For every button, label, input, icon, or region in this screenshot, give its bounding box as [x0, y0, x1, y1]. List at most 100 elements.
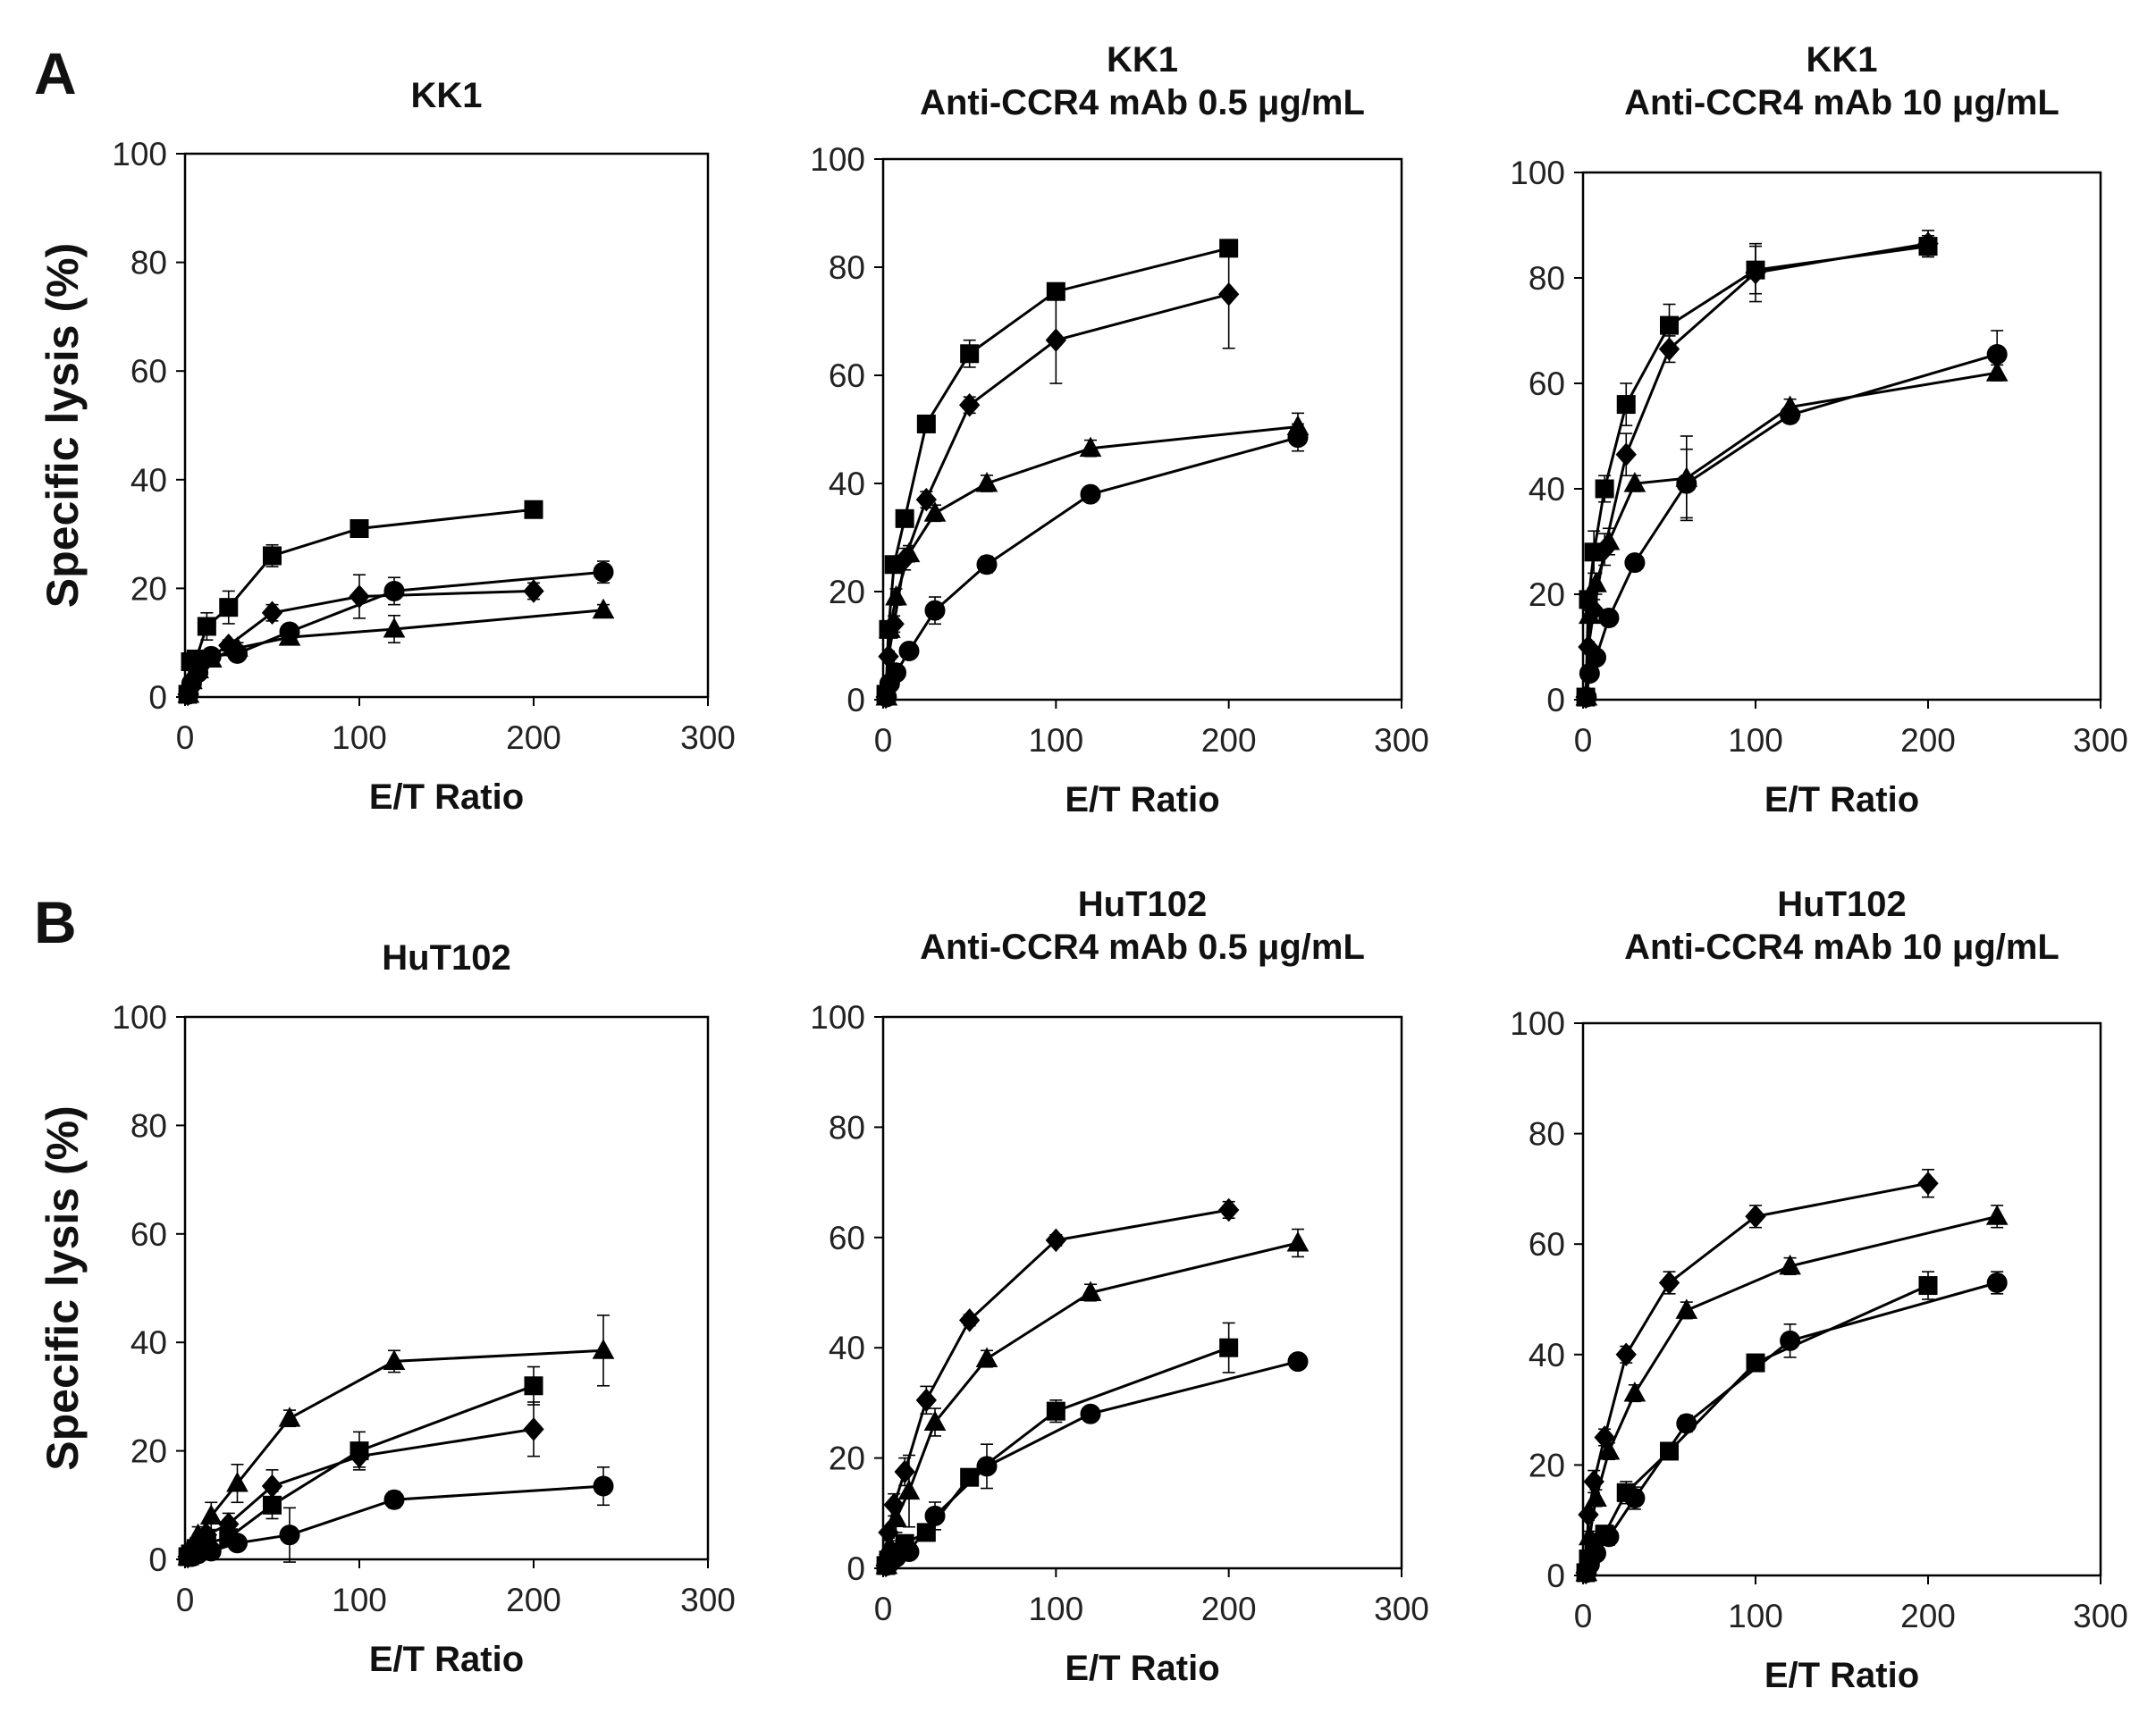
data-point-circle [976, 554, 998, 575]
series-line-triangle [885, 425, 1299, 698]
y-tick-label: 80 [131, 1107, 167, 1144]
y-tick-label: 0 [846, 1550, 865, 1587]
series-circle [178, 560, 614, 705]
y-tick-label: 100 [1510, 155, 1565, 191]
data-point-square [916, 1523, 936, 1542]
plot-frame [881, 1015, 1403, 1570]
plot-frame [1581, 171, 2102, 701]
series-triangle [1575, 1205, 2009, 1582]
data-point-diamond [1615, 1342, 1637, 1367]
y-tick-label: 40 [1529, 1337, 1565, 1373]
x-axis-label: E/T Ratio [369, 1640, 524, 1679]
y-tick-label: 80 [1529, 1116, 1565, 1153]
x-tick-label: 300 [1374, 722, 1429, 759]
chart-title: KK1 [1107, 40, 1178, 80]
data-point-triangle [1286, 1231, 1310, 1252]
data-point-square [960, 344, 980, 364]
y-tick-label: 60 [131, 353, 167, 390]
y-tick-label: 0 [846, 682, 865, 718]
data-point-triangle [187, 1523, 209, 1544]
data-point-circle [1287, 427, 1309, 449]
x-tick-label: 100 [332, 1582, 387, 1618]
chart-title: HuT102 [382, 938, 511, 978]
chart-title: Anti-CCR4 mAb 10 μg/mL [1624, 928, 2059, 967]
data-point-circle [924, 1505, 946, 1526]
data-point-circle [924, 600, 946, 621]
y-tick-label: 100 [1510, 1005, 1565, 1042]
data-point-triangle [923, 501, 947, 522]
data-point-diamond [261, 1474, 283, 1499]
data-point-circle [1624, 552, 1646, 574]
data-point-circle [383, 1489, 405, 1510]
y-tick-label: 80 [1529, 260, 1565, 297]
data-point-triangle [1597, 1439, 1621, 1460]
data-point-circle [976, 1456, 998, 1477]
series-line-square [1584, 1284, 1929, 1574]
panel-label-b: B [34, 889, 77, 955]
data-point-triangle [975, 1347, 998, 1368]
y-axis-label: Specific lysis (%) [38, 1105, 88, 1471]
data-point-circle [1986, 344, 2008, 365]
data-point-triangle [1623, 472, 1646, 492]
series-line-square [1584, 245, 1929, 698]
series-line-circle [1585, 1281, 1998, 1574]
chart-title: Anti-CCR4 mAb 10 μg/mL [1624, 83, 2059, 122]
data-point-circle [1986, 1272, 2008, 1293]
data-point-circle [886, 662, 906, 684]
y-tick-label: 100 [112, 136, 167, 172]
x-tick-label: 100 [1728, 722, 1783, 759]
data-point-triangle [897, 1479, 921, 1500]
data-point-square [1616, 395, 1636, 415]
series-triangle [875, 1228, 1310, 1575]
y-tick-label: 80 [829, 249, 865, 286]
data-point-square [916, 414, 936, 433]
data-point-diamond [1917, 231, 1939, 256]
series-circle [1576, 1271, 2008, 1583]
data-point-circle [279, 621, 300, 643]
y-tick-label: 100 [810, 141, 865, 178]
data-point-triangle [1585, 1486, 1607, 1507]
chart-1: KK1 0 20 40 60 80 100 0 100 200 300 E/T Ratio Specif… [38, 76, 736, 817]
data-point-square [1595, 479, 1614, 499]
plot-frame [1581, 1021, 2102, 1577]
y-tick-label: 20 [131, 1433, 167, 1470]
data-point-circle [1576, 686, 1597, 708]
data-point-circle [1676, 473, 1697, 494]
data-point-square [1046, 1401, 1065, 1421]
data-point-circle [383, 580, 405, 601]
y-tick-label: 80 [131, 245, 167, 281]
data-point-triangle [885, 1507, 907, 1527]
data-point-triangle [278, 1407, 301, 1427]
data-point-circle [898, 1541, 920, 1562]
series-triangle [875, 412, 1310, 706]
y-tick-label: 20 [1529, 1447, 1565, 1483]
data-point-square [895, 508, 914, 528]
y-tick-label: 0 [148, 1541, 167, 1578]
y-tick-label: 20 [829, 574, 865, 610]
x-tick-label: 300 [680, 1582, 736, 1618]
chart-title: HuT102 [1777, 885, 1907, 924]
data-point-diamond [1658, 1271, 1680, 1295]
y-tick-label: 60 [1529, 1226, 1565, 1263]
data-point-circle [227, 1533, 248, 1554]
data-point-circle [1780, 404, 1801, 425]
series-square [1576, 234, 1938, 707]
data-point-triangle [1578, 1525, 1601, 1546]
series-diamond [1575, 230, 1939, 710]
x-tick-label: 200 [1201, 1591, 1257, 1627]
data-point-diamond [1218, 1197, 1240, 1222]
x-axis-label: E/T Ratio [1065, 780, 1219, 819]
data-point-diamond [915, 1388, 937, 1413]
x-tick-label: 100 [1028, 1591, 1083, 1627]
y-tick-label: 80 [829, 1109, 865, 1146]
x-axis-label: E/T Ratio [1065, 1649, 1219, 1688]
chart-title: Anti-CCR4 mAb 0.5 μg/mL [920, 83, 1365, 122]
data-point-triangle [885, 585, 907, 606]
data-point-circle [593, 1475, 614, 1497]
series-line-circle [885, 436, 1299, 698]
x-tick-label: 300 [1374, 1591, 1429, 1627]
data-point-square [219, 598, 239, 617]
